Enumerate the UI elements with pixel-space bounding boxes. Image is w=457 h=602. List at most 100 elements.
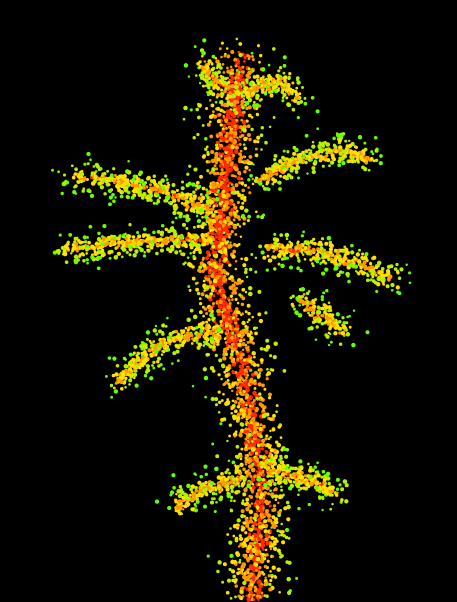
particle [266,513,272,518]
particle [212,204,216,208]
particle [224,380,229,385]
particle [205,320,209,324]
particle [198,60,202,64]
particle [106,237,110,242]
particle [257,550,262,554]
particle [244,267,248,272]
particle [263,594,267,597]
particle [235,337,240,342]
particle [263,387,267,391]
particle [338,270,343,274]
particle [137,189,141,193]
particle [264,245,268,249]
particle [240,383,244,388]
particle [125,250,129,254]
particle [228,540,233,545]
particle [248,457,251,461]
particle [264,509,269,514]
particle [205,312,209,315]
particle [350,250,355,255]
particle [219,66,223,70]
particle [254,451,259,455]
particle [255,492,259,495]
particle [241,70,245,74]
particle [243,430,247,434]
particle [192,225,196,229]
particle [85,244,89,248]
particle [204,74,209,79]
particle [181,252,186,257]
particle [235,350,239,353]
particle [238,225,242,228]
particle [231,254,236,259]
particle [233,213,237,217]
particle [242,521,247,525]
particle [197,325,201,329]
particle [203,289,206,292]
particle [372,255,377,260]
particle [184,192,189,197]
particle [155,243,160,247]
particle [200,232,205,238]
particle [218,262,222,266]
particle [267,81,271,85]
particle [252,414,257,418]
particle [166,247,170,252]
particle [247,411,252,416]
particle [273,153,278,158]
particle [115,381,119,385]
particle [243,502,248,507]
particle [235,324,240,328]
particle [212,334,216,338]
particle [82,259,86,263]
particle [305,291,310,296]
particle [160,230,165,235]
particle [309,240,314,244]
particle [234,370,238,375]
particle [220,88,224,92]
particle [314,159,317,163]
particle [119,386,124,391]
particle [324,267,329,272]
particle [226,272,230,276]
particle [354,145,358,149]
particle [282,75,288,81]
particle [247,67,251,71]
particle [215,161,218,165]
particle [222,231,226,235]
particle [179,234,184,239]
particle [312,264,315,268]
particle [252,443,257,448]
particle [236,310,241,315]
particle [89,193,95,199]
particle [149,186,153,190]
particle [224,156,230,162]
particle [329,243,334,249]
particle [221,63,225,66]
particle [75,236,79,240]
particle [238,112,243,117]
particle [244,393,250,398]
particle [343,255,347,259]
particle [256,363,260,367]
particle [237,70,241,74]
particle [233,124,237,128]
particle [149,236,154,240]
particle [289,254,293,258]
particle [230,389,234,393]
particle [227,125,232,129]
particle [266,254,270,258]
particle [231,291,235,295]
particle [255,470,259,473]
particle [233,311,237,315]
particle [268,504,272,508]
particle [241,572,245,576]
particle [82,235,87,240]
particle [264,576,267,579]
particle [225,82,229,86]
particle [364,161,368,165]
particle [86,261,89,265]
particle [196,243,201,248]
particle [109,173,114,178]
particle [190,342,194,345]
